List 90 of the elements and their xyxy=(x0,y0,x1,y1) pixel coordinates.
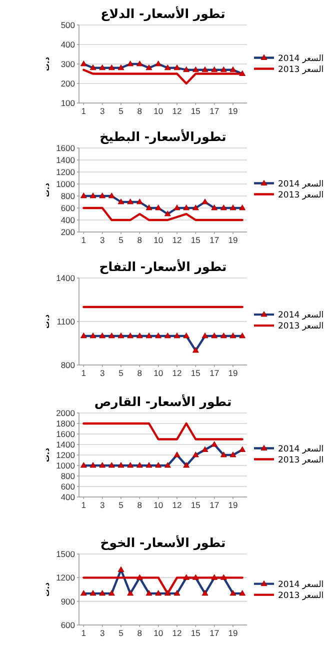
legend-label: السعر 2013 xyxy=(278,322,324,332)
y-tick-label: 1000 xyxy=(56,460,76,470)
y-tick-label: 100 xyxy=(60,98,76,108)
chart-title: تطور الأسعار- الخوخ xyxy=(100,535,226,551)
x-tick-label: 1 xyxy=(81,368,86,378)
y-tick-label: 400 xyxy=(60,492,76,502)
y-tick-label: 2000 xyxy=(56,408,76,418)
x-tick-label: 3 xyxy=(100,368,105,378)
legend-label: السعر 2013 xyxy=(278,190,324,200)
x-tick-label: 3 xyxy=(100,106,105,116)
y-tick-label: 600 xyxy=(60,620,76,630)
legend-label: السعر 2013 xyxy=(278,455,324,466)
chart-title: تطور الأسعار- التفاح xyxy=(99,259,227,275)
x-tick-label: 3 xyxy=(100,628,105,638)
legend-label: السعر 2014 xyxy=(278,444,324,454)
x-tick-label: 17 xyxy=(210,235,220,245)
x-tick-label: 10 xyxy=(154,368,164,378)
x-tick-label: 10 xyxy=(154,628,164,638)
legend-label: السعر 2013 xyxy=(278,64,324,75)
x-tick-label: 1 xyxy=(81,628,86,638)
x-tick-label: 5 xyxy=(118,106,124,116)
x-tick-label: 10 xyxy=(154,500,164,510)
x-tick-label: 15 xyxy=(190,368,201,378)
x-tick-label: 19 xyxy=(228,500,238,510)
y-tick-label: 1600 xyxy=(56,143,76,153)
y-tick-label: 200 xyxy=(60,78,76,88)
x-tick-label: 8 xyxy=(137,106,142,116)
y-tick-label: 1200 xyxy=(56,167,76,177)
x-tick-label: 5 xyxy=(118,235,124,245)
x-tick-label: 12 xyxy=(172,235,182,245)
x-tick-label: 19 xyxy=(228,628,238,638)
legend-label: السعر 2014 xyxy=(278,310,324,321)
x-tick-label: 12 xyxy=(172,500,182,510)
x-tick-label: 5 xyxy=(118,628,124,638)
x-tick-label: 1 xyxy=(81,106,86,116)
x-tick-label: 17 xyxy=(210,628,220,638)
x-tick-label: 12 xyxy=(172,368,182,378)
y-tick-label: 900 xyxy=(60,596,76,606)
x-tick-label: 12 xyxy=(172,106,182,116)
x-tick-label: 8 xyxy=(137,235,142,245)
x-tick-label: 19 xyxy=(228,368,238,378)
x-tick-label: 5 xyxy=(118,368,124,378)
x-tick-label: 15 xyxy=(190,628,201,638)
chart-title: تطور الأسعار- القارص xyxy=(94,394,232,410)
y-tick-label: 1400 xyxy=(56,440,76,450)
y-tick-label: 1800 xyxy=(56,418,76,428)
x-tick-label: 10 xyxy=(154,235,164,245)
x-tick-label: 8 xyxy=(137,368,142,378)
y-tick-label: 800 xyxy=(60,360,76,370)
legend-label: السعر 2014 xyxy=(278,179,324,190)
x-tick-label: 10 xyxy=(154,106,164,116)
y-tick-label: 1500 xyxy=(56,549,76,559)
y-tick-label: 600 xyxy=(60,203,76,213)
x-tick-label: 15 xyxy=(190,235,201,245)
x-tick-label: 5 xyxy=(118,500,124,510)
x-tick-label: 17 xyxy=(210,500,220,510)
y-tick-label: 800 xyxy=(60,471,76,481)
x-tick-label: 12 xyxy=(172,628,182,638)
y-tick-label: 1200 xyxy=(56,572,76,583)
x-tick-label: 19 xyxy=(228,235,238,245)
legend-label: السعر 2013 xyxy=(278,590,324,601)
y-tick-label: 800 xyxy=(60,191,76,201)
legend-label: السعر 2014 xyxy=(278,580,324,590)
x-tick-label: 17 xyxy=(210,106,220,116)
chart-title: تطورالأسعار- البطيخ xyxy=(100,129,226,145)
x-tick-label: 1 xyxy=(81,500,86,510)
x-tick-label: 17 xyxy=(210,368,220,378)
x-tick-label: 19 xyxy=(228,106,238,116)
line-series xyxy=(82,206,244,222)
y-tick-label: 600 xyxy=(60,482,76,492)
y-tick-label: 400 xyxy=(60,215,76,225)
y-tick-label: 1000 xyxy=(56,179,76,189)
y-tick-label: 1200 xyxy=(56,450,76,460)
x-tick-label: 8 xyxy=(137,500,142,510)
chart-title: تطور الأسعار- الدلاع xyxy=(100,6,226,22)
y-tick-label: 200 xyxy=(60,227,76,237)
y-tick-label: 400 xyxy=(60,40,76,50)
x-tick-label: 1 xyxy=(81,235,86,245)
x-tick-label: 15 xyxy=(190,500,201,510)
x-tick-label: 3 xyxy=(100,500,105,510)
y-tick-label: 1600 xyxy=(56,429,76,439)
x-tick-label: 3 xyxy=(100,235,105,245)
y-tick-label: 1400 xyxy=(56,273,76,283)
y-tick-label: 300 xyxy=(60,59,76,69)
legend-label: السعر 2014 xyxy=(278,54,324,64)
y-tick-label: 1100 xyxy=(56,316,76,326)
y-tick-label: 500 xyxy=(60,20,76,30)
y-tick-label: 1400 xyxy=(56,155,76,165)
x-tick-label: 8 xyxy=(137,628,142,638)
x-tick-label: 15 xyxy=(190,106,201,116)
